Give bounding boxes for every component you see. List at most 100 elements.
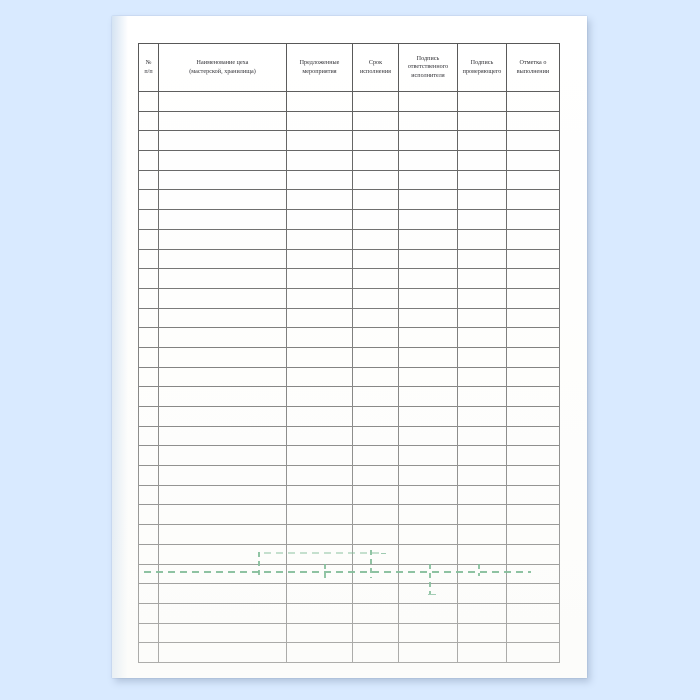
table-cell-proposed_measures[interactable] [286, 91, 353, 112]
table-cell-inspector_signature[interactable] [457, 150, 507, 171]
table-cell-deadline[interactable] [352, 346, 399, 368]
table-row[interactable] [138, 169, 560, 191]
table-row[interactable] [138, 91, 560, 112]
table-cell-shop_name[interactable] [158, 169, 287, 191]
table-cell-responsible_signature[interactable] [398, 524, 458, 545]
table-cell-deadline[interactable] [352, 425, 399, 447]
table-cell-deadline[interactable] [352, 622, 399, 644]
table-cell-inspector_signature[interactable] [457, 248, 507, 270]
table-row[interactable] [138, 287, 560, 309]
table-row[interactable] [138, 445, 560, 467]
table-cell-deadline[interactable] [352, 91, 399, 112]
table-cell-completion_mark[interactable] [506, 622, 560, 644]
table-cell-responsible_signature[interactable] [398, 307, 458, 329]
table-cell-proposed_measures[interactable] [286, 287, 353, 309]
table-cell-deadline[interactable] [352, 543, 399, 565]
table-cell-inspector_signature[interactable] [457, 327, 507, 348]
table-cell-proposed_measures[interactable] [286, 110, 353, 132]
table-cell-responsible_signature[interactable] [398, 465, 458, 486]
table-row[interactable] [138, 346, 560, 368]
table-cell-deadline[interactable] [352, 386, 399, 407]
table-cell-proposed_measures[interactable] [286, 130, 353, 152]
table-cell-inspector_signature[interactable] [457, 169, 507, 191]
table-cell-completion_mark[interactable] [506, 307, 560, 329]
table-row[interactable] [138, 386, 560, 407]
table-cell-proposed_measures[interactable] [286, 209, 353, 230]
table-cell-shop_name[interactable] [158, 248, 287, 270]
table-cell-shop_name[interactable] [158, 228, 287, 250]
table-row[interactable] [138, 366, 560, 388]
table-cell-num[interactable] [138, 602, 159, 624]
table-cell-num[interactable] [138, 563, 159, 585]
table-cell-num[interactable] [138, 209, 159, 230]
table-cell-inspector_signature[interactable] [457, 445, 507, 467]
table-cell-completion_mark[interactable] [506, 386, 560, 407]
table-cell-num[interactable] [138, 287, 159, 309]
table-cell-responsible_signature[interactable] [398, 91, 458, 112]
table-cell-responsible_signature[interactable] [398, 602, 458, 624]
table-cell-shop_name[interactable] [158, 327, 287, 348]
table-cell-proposed_measures[interactable] [286, 524, 353, 545]
table-cell-completion_mark[interactable] [506, 91, 560, 112]
table-cell-responsible_signature[interactable] [398, 228, 458, 250]
table-cell-responsible_signature[interactable] [398, 642, 458, 663]
table-cell-deadline[interactable] [352, 406, 399, 427]
table-cell-num[interactable] [138, 622, 159, 644]
table-row[interactable] [138, 228, 560, 250]
table-cell-inspector_signature[interactable] [457, 189, 507, 211]
table-cell-completion_mark[interactable] [506, 189, 560, 211]
table-cell-num[interactable] [138, 346, 159, 368]
table-cell-shop_name[interactable] [158, 583, 287, 604]
table-cell-shop_name[interactable] [158, 150, 287, 171]
table-cell-num[interactable] [138, 583, 159, 604]
table-cell-responsible_signature[interactable] [398, 445, 458, 467]
table-cell-deadline[interactable] [352, 524, 399, 545]
table-cell-shop_name[interactable] [158, 189, 287, 211]
table-cell-shop_name[interactable] [158, 484, 287, 506]
table-cell-num[interactable] [138, 327, 159, 348]
table-cell-inspector_signature[interactable] [457, 504, 507, 526]
table-cell-num[interactable] [138, 248, 159, 270]
table-cell-completion_mark[interactable] [506, 524, 560, 545]
table-row[interactable] [138, 268, 560, 289]
table-cell-inspector_signature[interactable] [457, 130, 507, 152]
table-cell-num[interactable] [138, 169, 159, 191]
table-cell-inspector_signature[interactable] [457, 642, 507, 663]
table-row[interactable] [138, 189, 560, 211]
table-cell-num[interactable] [138, 386, 159, 407]
table-cell-completion_mark[interactable] [506, 346, 560, 368]
table-cell-completion_mark[interactable] [506, 169, 560, 191]
table-cell-deadline[interactable] [352, 228, 399, 250]
table-cell-responsible_signature[interactable] [398, 287, 458, 309]
table-row[interactable] [138, 110, 560, 132]
table-cell-shop_name[interactable] [158, 465, 287, 486]
table-cell-shop_name[interactable] [158, 130, 287, 152]
table-cell-num[interactable] [138, 406, 159, 427]
table-cell-num[interactable] [138, 484, 159, 506]
table-cell-responsible_signature[interactable] [398, 150, 458, 171]
table-cell-completion_mark[interactable] [506, 543, 560, 565]
table-cell-responsible_signature[interactable] [398, 209, 458, 230]
table-cell-deadline[interactable] [352, 110, 399, 132]
table-cell-shop_name[interactable] [158, 268, 287, 289]
table-cell-shop_name[interactable] [158, 543, 287, 565]
table-cell-proposed_measures[interactable] [286, 543, 353, 565]
table-cell-deadline[interactable] [352, 642, 399, 663]
table-cell-inspector_signature[interactable] [457, 366, 507, 388]
table-cell-inspector_signature[interactable] [457, 110, 507, 132]
table-cell-num[interactable] [138, 366, 159, 388]
table-cell-responsible_signature[interactable] [398, 563, 458, 585]
table-cell-proposed_measures[interactable] [286, 327, 353, 348]
table-cell-shop_name[interactable] [158, 406, 287, 427]
table-row[interactable] [138, 130, 560, 152]
table-cell-num[interactable] [138, 228, 159, 250]
table-cell-inspector_signature[interactable] [457, 307, 507, 329]
table-cell-num[interactable] [138, 307, 159, 329]
table-cell-shop_name[interactable] [158, 110, 287, 132]
table-cell-deadline[interactable] [352, 287, 399, 309]
table-cell-deadline[interactable] [352, 583, 399, 604]
table-cell-responsible_signature[interactable] [398, 327, 458, 348]
table-cell-proposed_measures[interactable] [286, 504, 353, 526]
table-row[interactable] [138, 583, 560, 604]
table-row[interactable] [138, 465, 560, 486]
